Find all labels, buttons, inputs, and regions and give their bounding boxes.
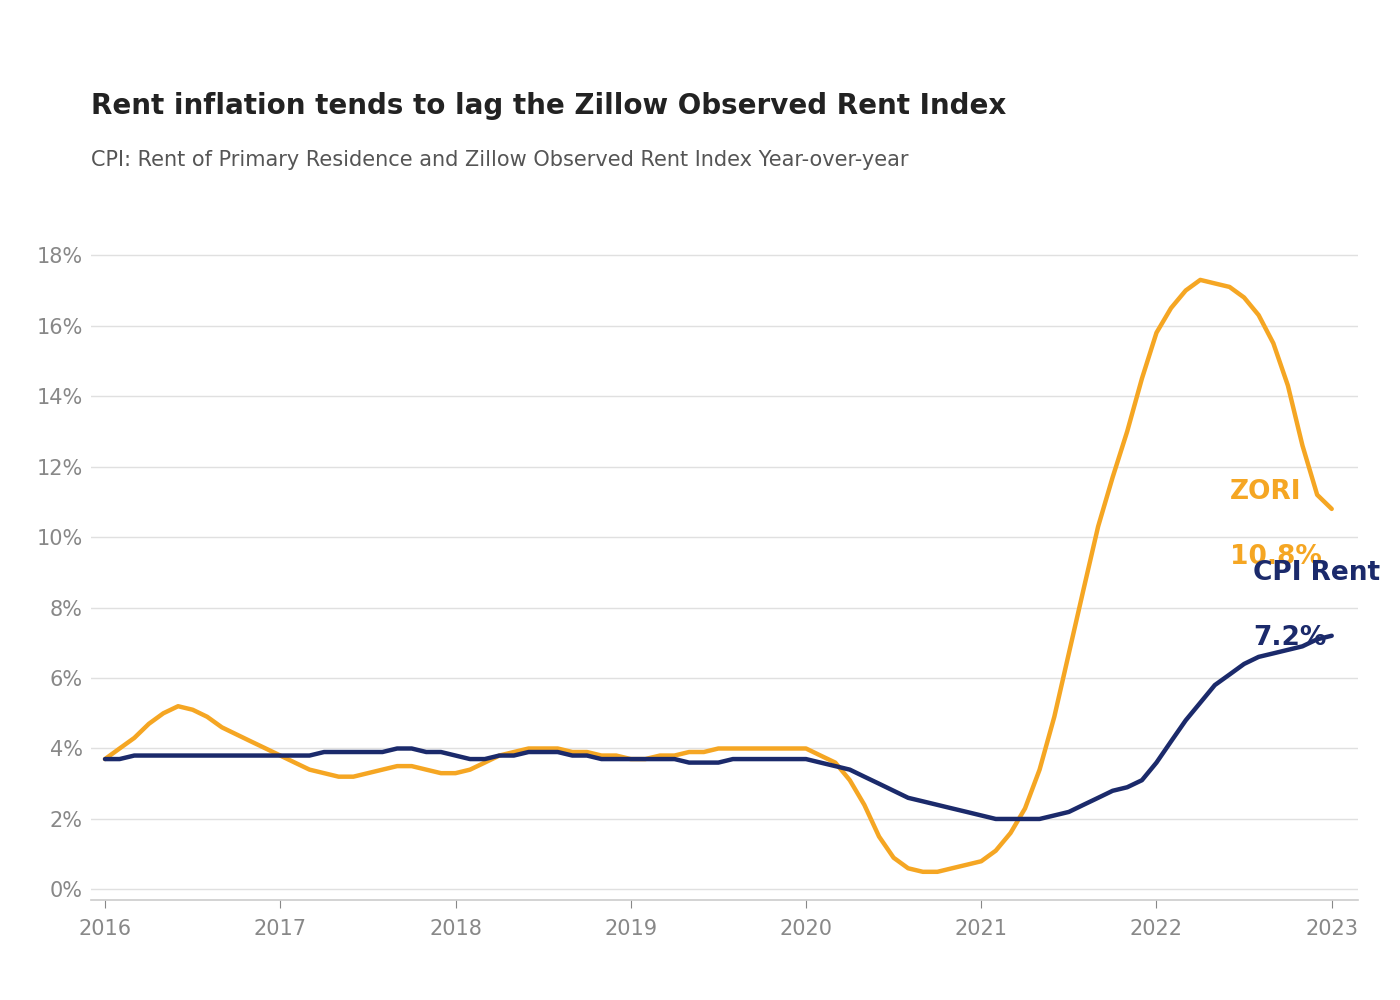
- Text: 7.2%: 7.2%: [1253, 625, 1326, 651]
- Text: CPI Rent: CPI Rent: [1253, 560, 1380, 586]
- Text: CPI: Rent of Primary Residence and Zillow Observed Rent Index Year-over-year: CPI: Rent of Primary Residence and Zillo…: [91, 150, 909, 170]
- Text: ZORI: ZORI: [1231, 479, 1302, 505]
- Text: 10.8%: 10.8%: [1231, 544, 1322, 570]
- Text: Rent inflation tends to lag the Zillow Observed Rent Index: Rent inflation tends to lag the Zillow O…: [91, 92, 1007, 120]
